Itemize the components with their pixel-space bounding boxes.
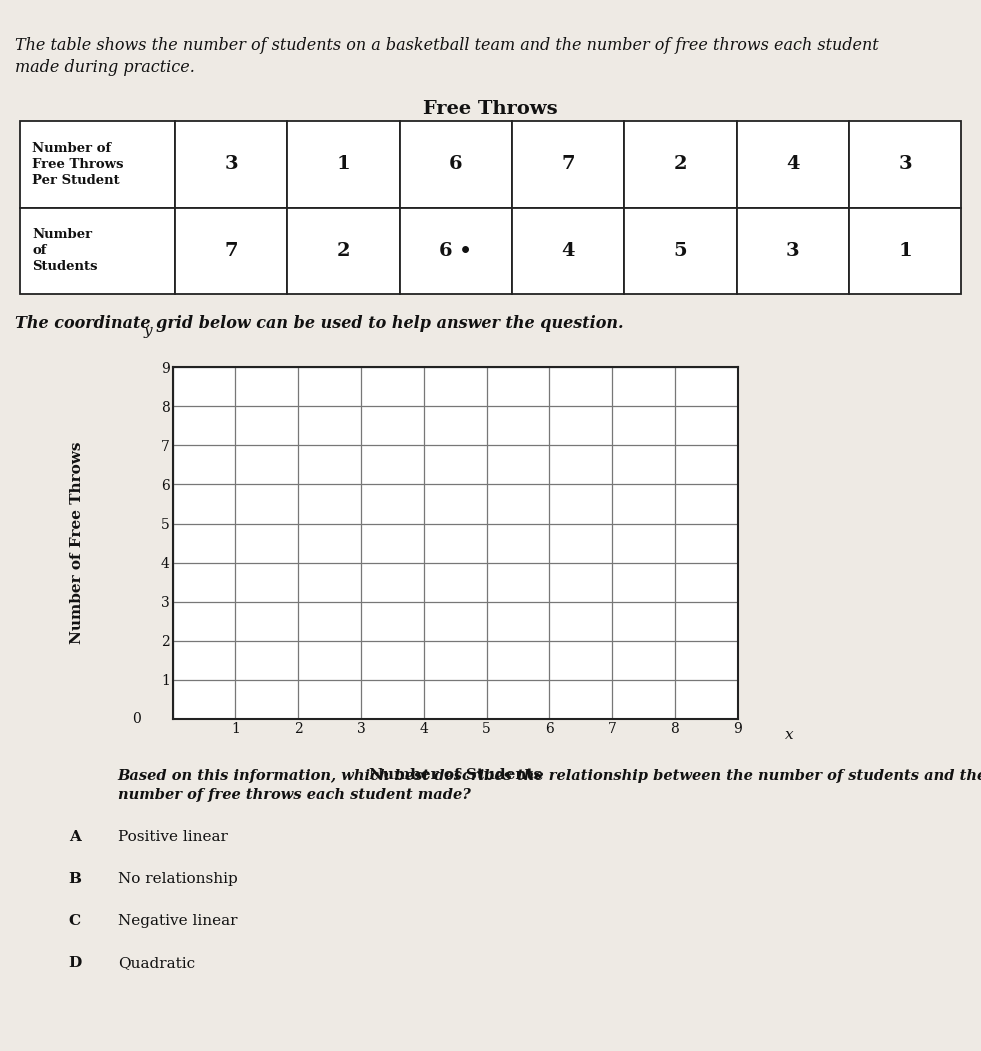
- Bar: [512, 121, 624, 208]
- Text: Number of Students: Number of Students: [369, 767, 542, 782]
- Text: Number of
Free Throws
Per Student: Number of Free Throws Per Student: [32, 142, 124, 187]
- Text: No relationship: No relationship: [118, 872, 237, 886]
- Bar: [20, 121, 175, 208]
- Bar: [175, 208, 287, 294]
- Text: C: C: [69, 914, 80, 928]
- Text: 1: 1: [336, 156, 350, 173]
- Text: 2: 2: [336, 242, 350, 260]
- Text: Number of Free Throws: Number of Free Throws: [71, 441, 84, 644]
- Text: 5: 5: [674, 242, 688, 260]
- Bar: [287, 208, 399, 294]
- Text: 1: 1: [899, 242, 912, 260]
- Text: The table shows the number of students on a basketball team and the number of fr: The table shows the number of students o…: [15, 37, 878, 76]
- Text: Number
of
Students: Number of Students: [32, 228, 97, 273]
- Text: The coordinate grid below can be used to help answer the question.: The coordinate grid below can be used to…: [15, 315, 623, 332]
- Text: Negative linear: Negative linear: [118, 914, 237, 928]
- Text: 2: 2: [674, 156, 688, 173]
- Text: A: A: [69, 830, 80, 844]
- Text: Positive linear: Positive linear: [118, 830, 228, 844]
- Bar: [20, 208, 175, 294]
- Bar: [849, 121, 961, 208]
- Text: 3: 3: [225, 156, 238, 173]
- Text: 4: 4: [786, 156, 800, 173]
- Bar: [399, 208, 512, 294]
- Bar: [737, 121, 849, 208]
- Text: 4: 4: [561, 242, 575, 260]
- Text: Free Throws: Free Throws: [423, 100, 558, 118]
- Text: 6 •: 6 •: [439, 242, 472, 260]
- Bar: [737, 208, 849, 294]
- Bar: [849, 208, 961, 294]
- Text: D: D: [69, 956, 82, 970]
- Text: B: B: [69, 872, 81, 886]
- Text: 3: 3: [899, 156, 912, 173]
- Text: 6: 6: [449, 156, 463, 173]
- Bar: [512, 208, 624, 294]
- Bar: [399, 121, 512, 208]
- Bar: [175, 121, 287, 208]
- Text: 3: 3: [786, 242, 800, 260]
- Text: Based on this information, which best describes the relationship between the num: Based on this information, which best de…: [118, 769, 981, 802]
- Text: Quadratic: Quadratic: [118, 956, 195, 970]
- Text: 7: 7: [561, 156, 575, 173]
- Text: 7: 7: [225, 242, 238, 260]
- Bar: [287, 121, 399, 208]
- Bar: [624, 121, 737, 208]
- Bar: [624, 208, 737, 294]
